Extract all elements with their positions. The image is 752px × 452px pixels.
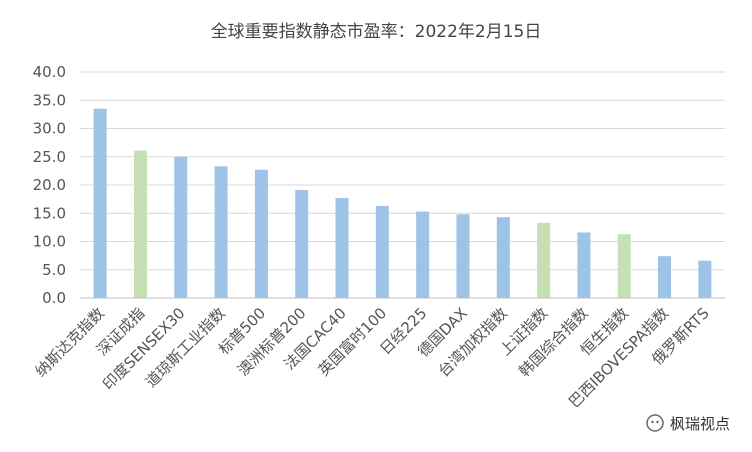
chart-title: 全球重要指数静态市盈率：2022年2月15日 [211, 22, 542, 42]
bar [174, 156, 188, 298]
bar [617, 234, 631, 298]
y-tick-label: 10.0 [33, 233, 66, 251]
bar [537, 222, 551, 298]
bar [214, 166, 228, 298]
y-axis-ticks: 0.0 5.0 10.0 15.0 20.0 25.0 30.0 35.0 40.0 [33, 63, 66, 307]
y-tick-label: 35.0 [33, 91, 66, 109]
bar [698, 260, 712, 298]
wechat-icon [646, 414, 664, 432]
bars [93, 108, 712, 298]
bar [375, 205, 389, 298]
y-tick-label: 25.0 [33, 148, 66, 166]
bar [93, 108, 107, 298]
bar [577, 232, 591, 298]
bar [335, 197, 349, 298]
y-tick-label: 30.0 [33, 120, 66, 138]
watermark: 枫瑞视点 [646, 412, 730, 434]
y-tick-label: 5.0 [42, 261, 66, 279]
bar [456, 214, 470, 298]
y-tick-label: 0.0 [42, 289, 66, 307]
bar [416, 211, 430, 298]
y-tick-label: 20.0 [33, 176, 66, 194]
bar [254, 169, 268, 298]
watermark-text: 枫瑞视点 [670, 414, 731, 433]
bar [496, 217, 510, 298]
bar [658, 256, 672, 298]
bar [133, 150, 147, 298]
y-tick-label: 15.0 [33, 204, 66, 222]
y-tick-label: 40.0 [33, 63, 66, 81]
gridlines [80, 71, 725, 271]
bar [295, 190, 309, 298]
x-axis-categories: 纳斯达克指数深证成指印度SENSEX30道琼斯工业指数标普500澳洲标普200法… [32, 304, 713, 411]
